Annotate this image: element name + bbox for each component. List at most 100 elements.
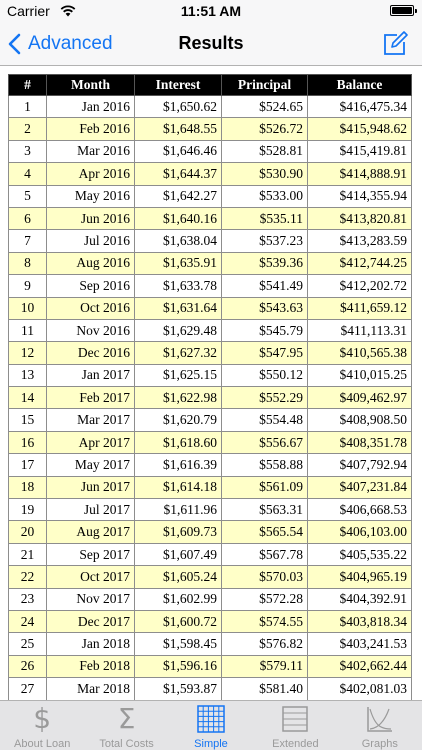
table-row: 18 Jun 2017 $1,614.18 $561.09 $407,231.84 [8,475,412,500]
cell-principal: $550.12 [221,363,308,388]
cell-month: Jun 2016 [46,206,135,231]
header-number: # [8,74,47,96]
cell-balance: $404,965.19 [307,565,412,589]
cell-balance: $407,231.84 [307,475,412,500]
cell-month: Apr 2017 [46,430,135,455]
cell-month: Nov 2017 [46,587,135,611]
cell-balance: $413,283.59 [307,229,412,253]
grid-icon [197,705,225,733]
cell-principal: $526.72 [221,117,308,141]
cell-principal: $530.90 [221,162,308,186]
cell-interest: $1,648.55 [134,117,222,141]
cell-month: Dec 2016 [46,341,135,365]
tab-simple[interactable]: Simple [169,701,253,750]
cell-interest: $1,622.98 [134,386,222,410]
table-row: 26 Feb 2018 $1,596.16 $579.11 $402,662.44 [8,654,412,679]
cell-principal: $581.40 [221,677,308,700]
cell-interest: $1,633.78 [134,274,222,298]
cell-number: 17 [8,453,47,477]
tab-extended[interactable]: Extended [253,701,337,750]
cell-interest: $1,631.64 [134,296,222,320]
cell-month: May 2016 [46,184,135,208]
table-row: 5 May 2016 $1,642.27 $533.00 $414,355.94 [8,184,412,208]
cell-interest: $1,596.16 [134,654,222,679]
sigma-icon: Σ [117,702,136,735]
cell-balance: $402,662.44 [307,654,412,679]
table-row: 15 Mar 2017 $1,620.79 $554.48 $408,908.50 [8,408,412,432]
cell-number: 23 [8,587,47,611]
cell-principal: $579.11 [221,654,308,679]
cell-interest: $1,618.60 [134,430,222,455]
cell-balance: $411,659.12 [307,296,412,320]
tab-label: About Loan [14,738,71,750]
cell-balance: $406,668.53 [307,498,412,522]
cell-principal: $558.88 [221,453,308,477]
table-row: 6 Jun 2016 $1,640.16 $535.11 $413,820.81 [8,206,412,231]
cell-interest: $1,638.04 [134,229,222,253]
cell-month: Jan 2017 [46,363,135,388]
tab-label: Graphs [361,738,398,750]
cell-principal: $574.55 [221,609,308,634]
table-row: 19 Jul 2017 $1,611.96 $563.31 $406,668.53 [8,498,412,522]
cell-balance: $403,241.53 [307,632,412,656]
cell-balance: $402,081.03 [307,677,412,700]
table-row: 13 Jan 2017 $1,625.15 $550.12 $410,015.25 [8,363,412,388]
back-button[interactable]: Advanced [8,22,113,66]
cell-month: Jun 2017 [46,475,135,500]
cell-number: 6 [8,206,47,231]
cell-number: 15 [8,408,47,432]
tab-graphs[interactable]: Graphs [338,701,422,750]
cell-interest: $1,635.91 [134,251,222,276]
tab-label: Total Costs [99,738,154,750]
cell-month: Jan 2016 [46,94,135,119]
carrier-label: Carrier [7,3,50,19]
table-row: 4 Apr 2016 $1,644.37 $530.90 $414,888.91 [8,162,412,186]
cell-principal: $547.95 [221,341,308,365]
cell-number: 18 [8,475,47,500]
header-interest: Interest [134,74,222,96]
table-row: 17 May 2017 $1,616.39 $558.88 $407,792.94 [8,453,412,477]
cell-interest: $1,607.49 [134,542,222,567]
cell-principal: $552.29 [221,386,308,410]
cell-month: Oct 2016 [46,296,135,320]
cell-balance: $403,818.34 [307,609,412,634]
status-bar: Carrier 11:51 AM [0,0,422,22]
results-table-container[interactable]: # Month Interest Principal Balance 1 Jan … [0,67,422,700]
cell-principal: $541.49 [221,274,308,298]
cell-month: Aug 2017 [46,520,135,544]
cell-principal: $528.81 [221,139,308,164]
cell-number: 13 [8,363,47,388]
cell-number: 14 [8,386,47,410]
cell-balance: $408,908.50 [307,408,412,432]
cell-number: 9 [8,274,47,298]
cell-month: Dec 2017 [46,609,135,634]
cell-number: 20 [8,520,47,544]
cell-interest: $1,644.37 [134,162,222,186]
cell-interest: $1,646.46 [134,139,222,164]
cell-balance: $406,103.00 [307,520,412,544]
compose-icon[interactable] [382,31,408,57]
cell-principal: $533.00 [221,184,308,208]
cell-month: Sep 2016 [46,274,135,298]
table-row: 9 Sep 2016 $1,633.78 $541.49 $412,202.72 [8,274,412,298]
table-row: 16 Apr 2017 $1,618.60 $556.67 $408,351.78 [8,430,412,455]
cell-number: 4 [8,162,47,186]
header-balance: Balance [307,74,412,96]
table-row: 1 Jan 2016 $1,650.62 $524.65 $416,475.34 [8,94,412,119]
cell-number: 5 [8,184,47,208]
cell-number: 22 [8,565,47,589]
cell-balance: $405,535.22 [307,542,412,567]
cell-month: Nov 2016 [46,318,135,343]
page-title: Results [178,33,244,53]
cell-principal: $539.36 [221,251,308,276]
tab-about-loan[interactable]: $ About Loan [0,701,84,750]
cell-balance: $404,392.91 [307,587,412,611]
back-button-label: Advanced [28,33,113,54]
table-row: 24 Dec 2017 $1,600.72 $574.55 $403,818.34 [8,609,412,634]
cell-number: 2 [8,117,47,141]
cell-number: 25 [8,632,47,656]
cell-month: Apr 2016 [46,162,135,186]
tab-total-costs[interactable]: Σ Total Costs [84,701,168,750]
cell-principal: $545.79 [221,318,308,343]
cell-month: Feb 2016 [46,117,135,141]
